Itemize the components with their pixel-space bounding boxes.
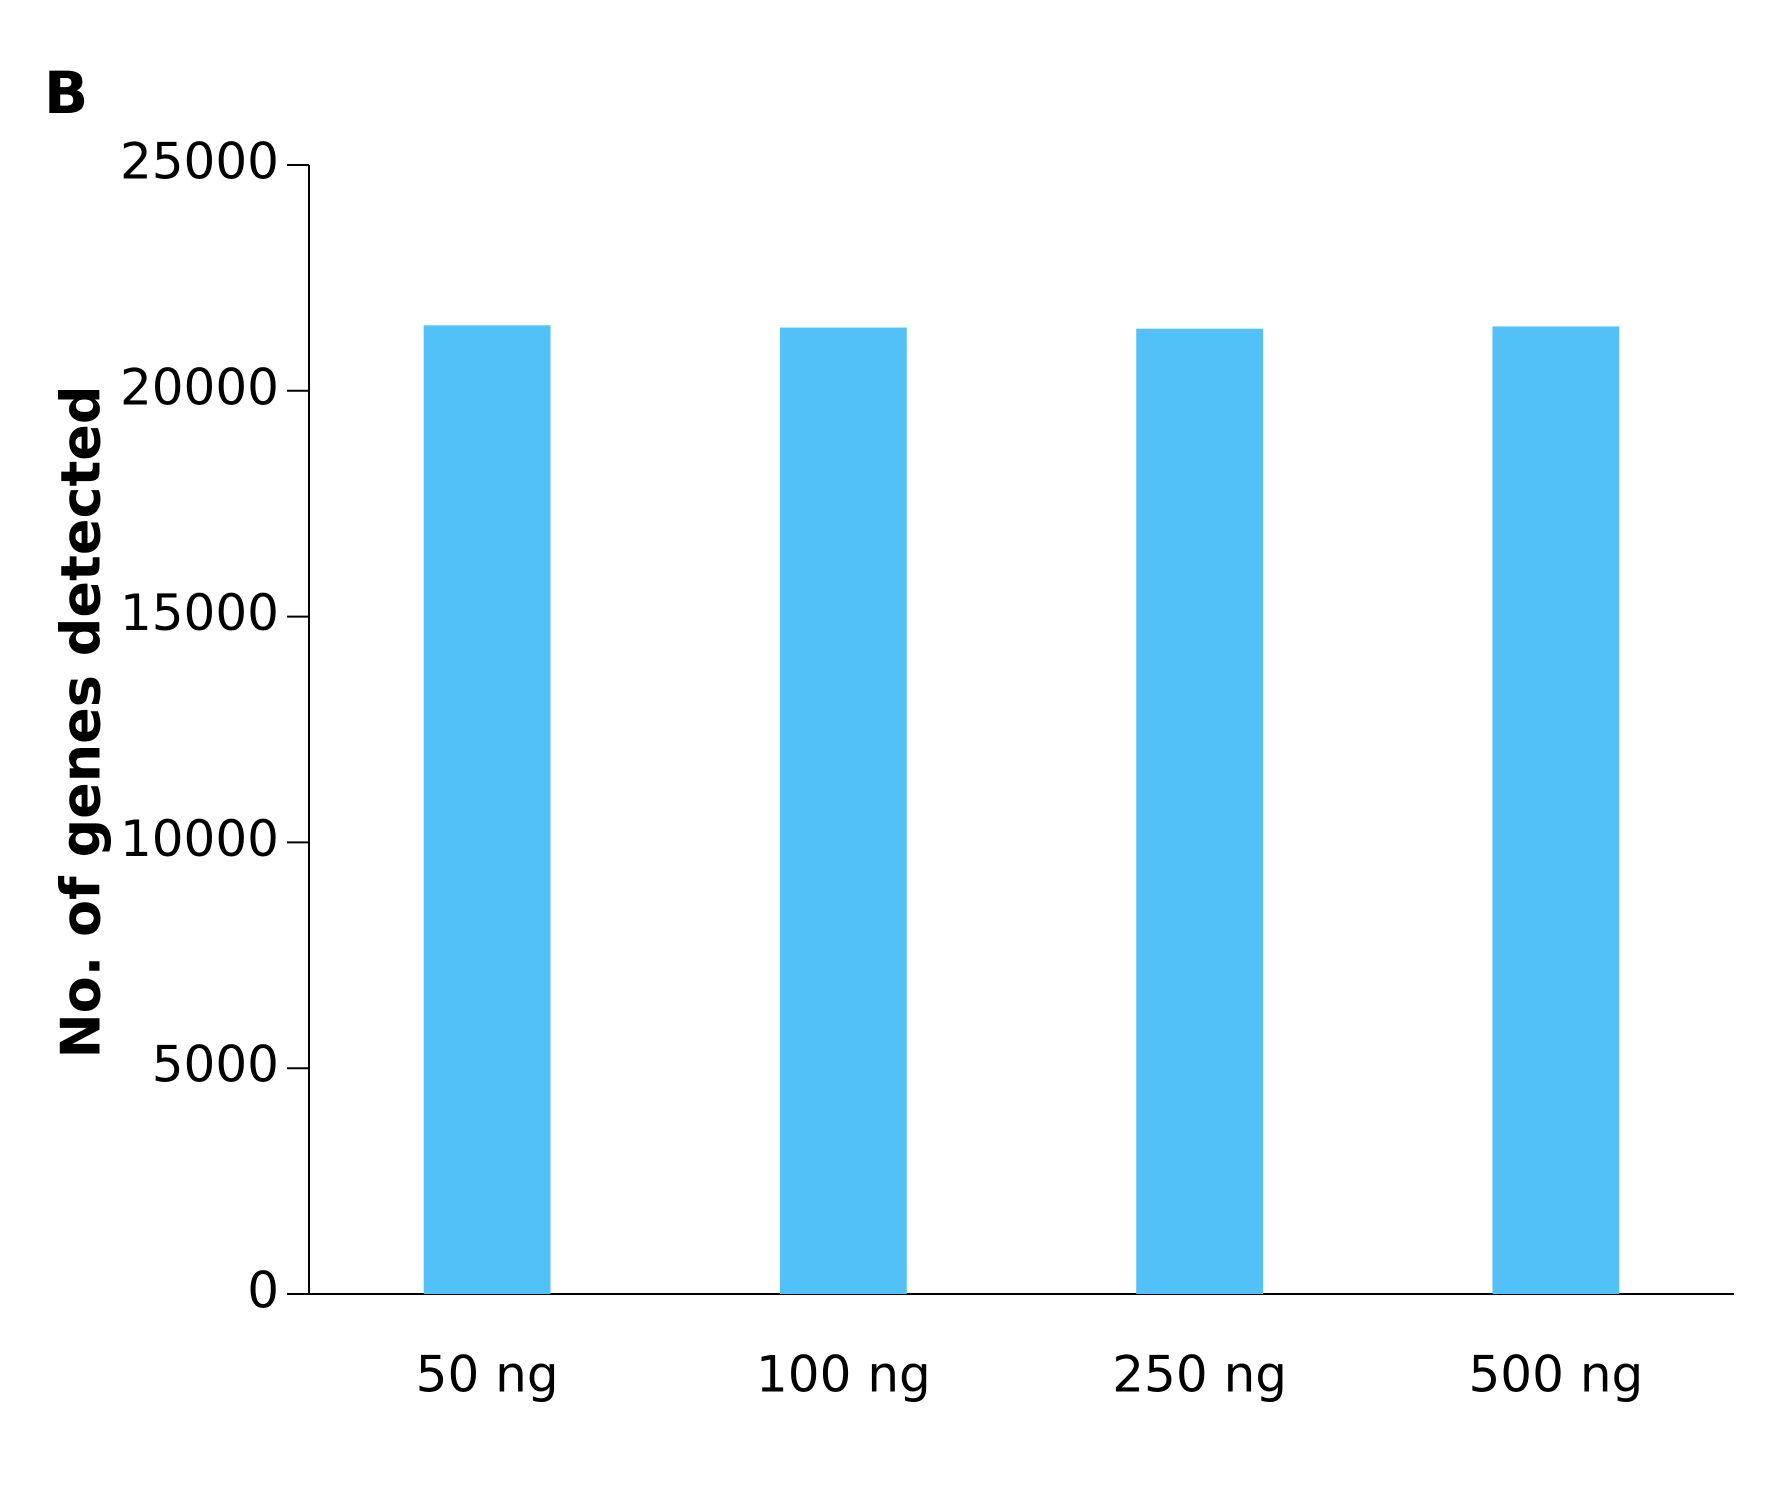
bar [1492, 326, 1620, 1294]
y-tick-label: 15000 [120, 584, 279, 642]
y-tick-label: 20000 [120, 358, 279, 416]
x-tick-label: 500 ng [1468, 1346, 1643, 1404]
bar [423, 325, 551, 1294]
x-tick-label: 100 ng [756, 1346, 931, 1404]
y-axis-title: No. of genes detected [50, 385, 113, 1058]
y-tick-label: 5000 [152, 1036, 279, 1094]
x-tick-label: 250 ng [1112, 1346, 1287, 1404]
y-tick-label: 10000 [120, 810, 279, 868]
y-tick-label: 25000 [120, 133, 279, 191]
bar [779, 327, 907, 1294]
x-tick-label: 50 ng [416, 1346, 559, 1404]
y-tick-label: 0 [247, 1262, 279, 1320]
bar [1136, 328, 1264, 1295]
panel-label: B [44, 59, 88, 127]
